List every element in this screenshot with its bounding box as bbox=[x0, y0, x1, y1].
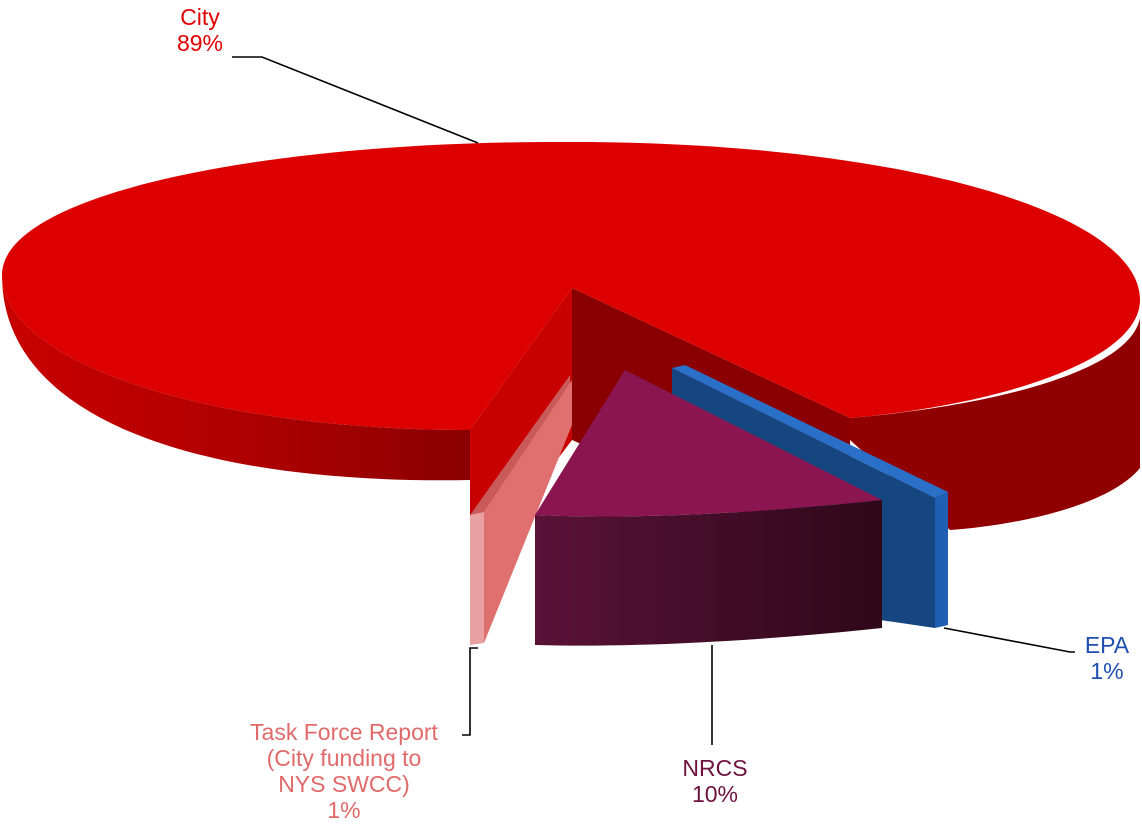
slice-task-force-front bbox=[470, 512, 484, 645]
leader-line-city bbox=[232, 56, 479, 144]
slice-task-force-report bbox=[470, 375, 572, 645]
label-task-force-line-1: Task Force Report bbox=[250, 719, 438, 745]
slice-city-top bbox=[2, 141, 1140, 430]
label-nrcs-name: NRCS bbox=[682, 755, 748, 781]
slice-epa-top bbox=[672, 365, 948, 498]
slice-epa-front bbox=[935, 492, 948, 628]
slice-city-side bbox=[2, 275, 470, 481]
slice-nrcs bbox=[535, 370, 882, 646]
label-nrcs-value: 10% bbox=[691, 781, 739, 807]
slice-nrcs-top bbox=[535, 370, 882, 517]
label-task-force-line-2: (City funding to bbox=[266, 745, 422, 771]
slice-city-side-right bbox=[850, 318, 1140, 530]
label-task-force-report: Task Force Report (City funding to NYS S… bbox=[228, 719, 460, 823]
leader-line-epa bbox=[943, 627, 1075, 653]
label-epa: EPA 1% bbox=[1072, 632, 1142, 684]
label-task-force-line-3: NYS SWCC) bbox=[278, 771, 410, 797]
label-task-force-value: 1% bbox=[327, 797, 361, 823]
label-epa-name: EPA bbox=[1084, 632, 1130, 658]
label-nrcs: NRCS 10% bbox=[680, 755, 750, 807]
slice-nrcs-side bbox=[535, 500, 882, 646]
slice-task-force-top bbox=[484, 380, 572, 643]
label-city: City 89% bbox=[165, 4, 235, 56]
label-epa-value: 1% bbox=[1090, 658, 1124, 684]
label-city-value: 89% bbox=[176, 30, 224, 56]
label-city-name: City bbox=[180, 4, 220, 30]
leader-line-task-force bbox=[462, 647, 478, 736]
